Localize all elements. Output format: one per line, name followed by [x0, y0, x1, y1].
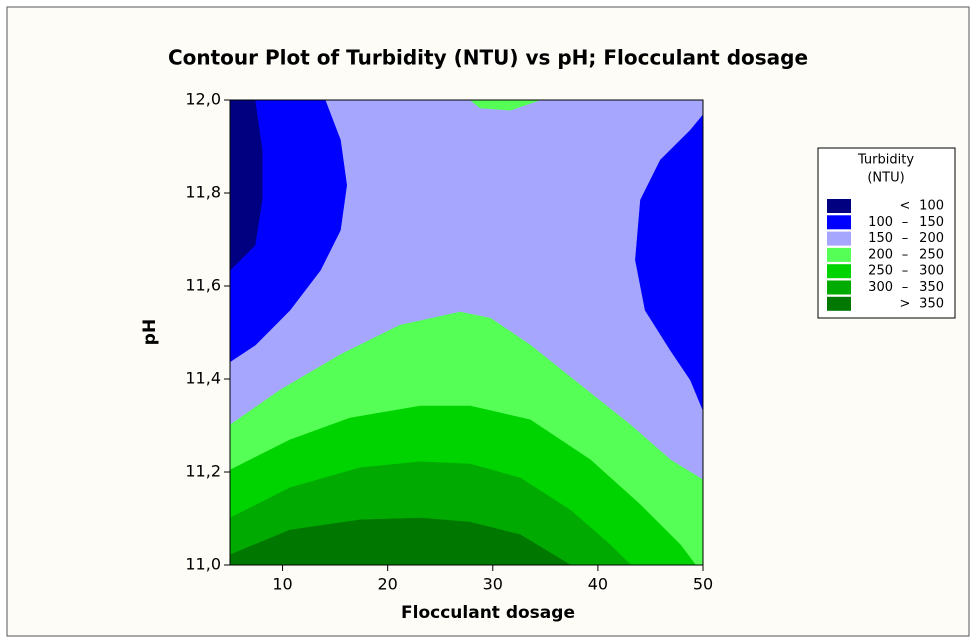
legend-min: 250	[868, 264, 893, 279]
contour-region	[469, 100, 541, 111]
legend-swatch	[827, 264, 851, 279]
legend-swatch	[827, 247, 851, 262]
contour-region	[230, 517, 571, 565]
legend-sign: –	[902, 280, 909, 295]
y-axis-label: pH	[140, 319, 160, 345]
legend-min: 300	[868, 280, 893, 295]
y-tick-label: 11,0	[185, 555, 221, 574]
legend-swatch	[827, 231, 851, 246]
legend-title: (NTU)	[867, 171, 904, 186]
contour-region	[635, 114, 703, 411]
x-tick-label: 40	[588, 575, 608, 594]
legend-swatch	[827, 199, 851, 213]
legend-max: 350	[919, 280, 944, 295]
y-tick-label: 12,0	[185, 90, 221, 109]
legend-sign: –	[902, 215, 909, 230]
legend-swatch	[827, 280, 851, 295]
contour-regions	[230, 100, 703, 565]
y-tick-label: 11,8	[185, 183, 221, 202]
y-tick-label: 11,4	[185, 369, 221, 388]
legend-max: 100	[919, 199, 944, 214]
legend-sign: –	[902, 247, 909, 262]
y-tick-label: 11,2	[185, 462, 221, 481]
legend-max: 250	[919, 247, 944, 262]
legend-sign: >	[900, 296, 911, 311]
legend-max: 300	[919, 264, 944, 279]
legend-sign: <	[900, 199, 911, 214]
legend-swatch	[827, 215, 851, 230]
legend-min: 200	[868, 247, 893, 262]
chart-title: Contour Plot of Turbidity (NTU) vs pH; F…	[168, 46, 808, 70]
x-axis-label: Flocculant dosage	[401, 603, 575, 623]
x-tick-label: 50	[693, 575, 713, 594]
legend-sign: –	[902, 231, 909, 246]
legend-min: 100	[868, 215, 893, 230]
x-tick-label: 10	[272, 575, 292, 594]
legend-sign: –	[902, 264, 909, 279]
legend-swatch	[827, 296, 851, 311]
x-tick-label: 30	[483, 575, 503, 594]
legend-max: 200	[919, 231, 944, 246]
x-tick-label: 20	[377, 575, 397, 594]
y-tick-label: 11,6	[185, 276, 221, 295]
legend-max: 150	[919, 215, 944, 230]
plot-frame	[229, 99, 704, 566]
legend-min: 350	[919, 296, 944, 311]
contour-region	[230, 100, 263, 271]
legend-title: Turbidity	[857, 153, 914, 168]
legend-min: 150	[868, 231, 893, 246]
